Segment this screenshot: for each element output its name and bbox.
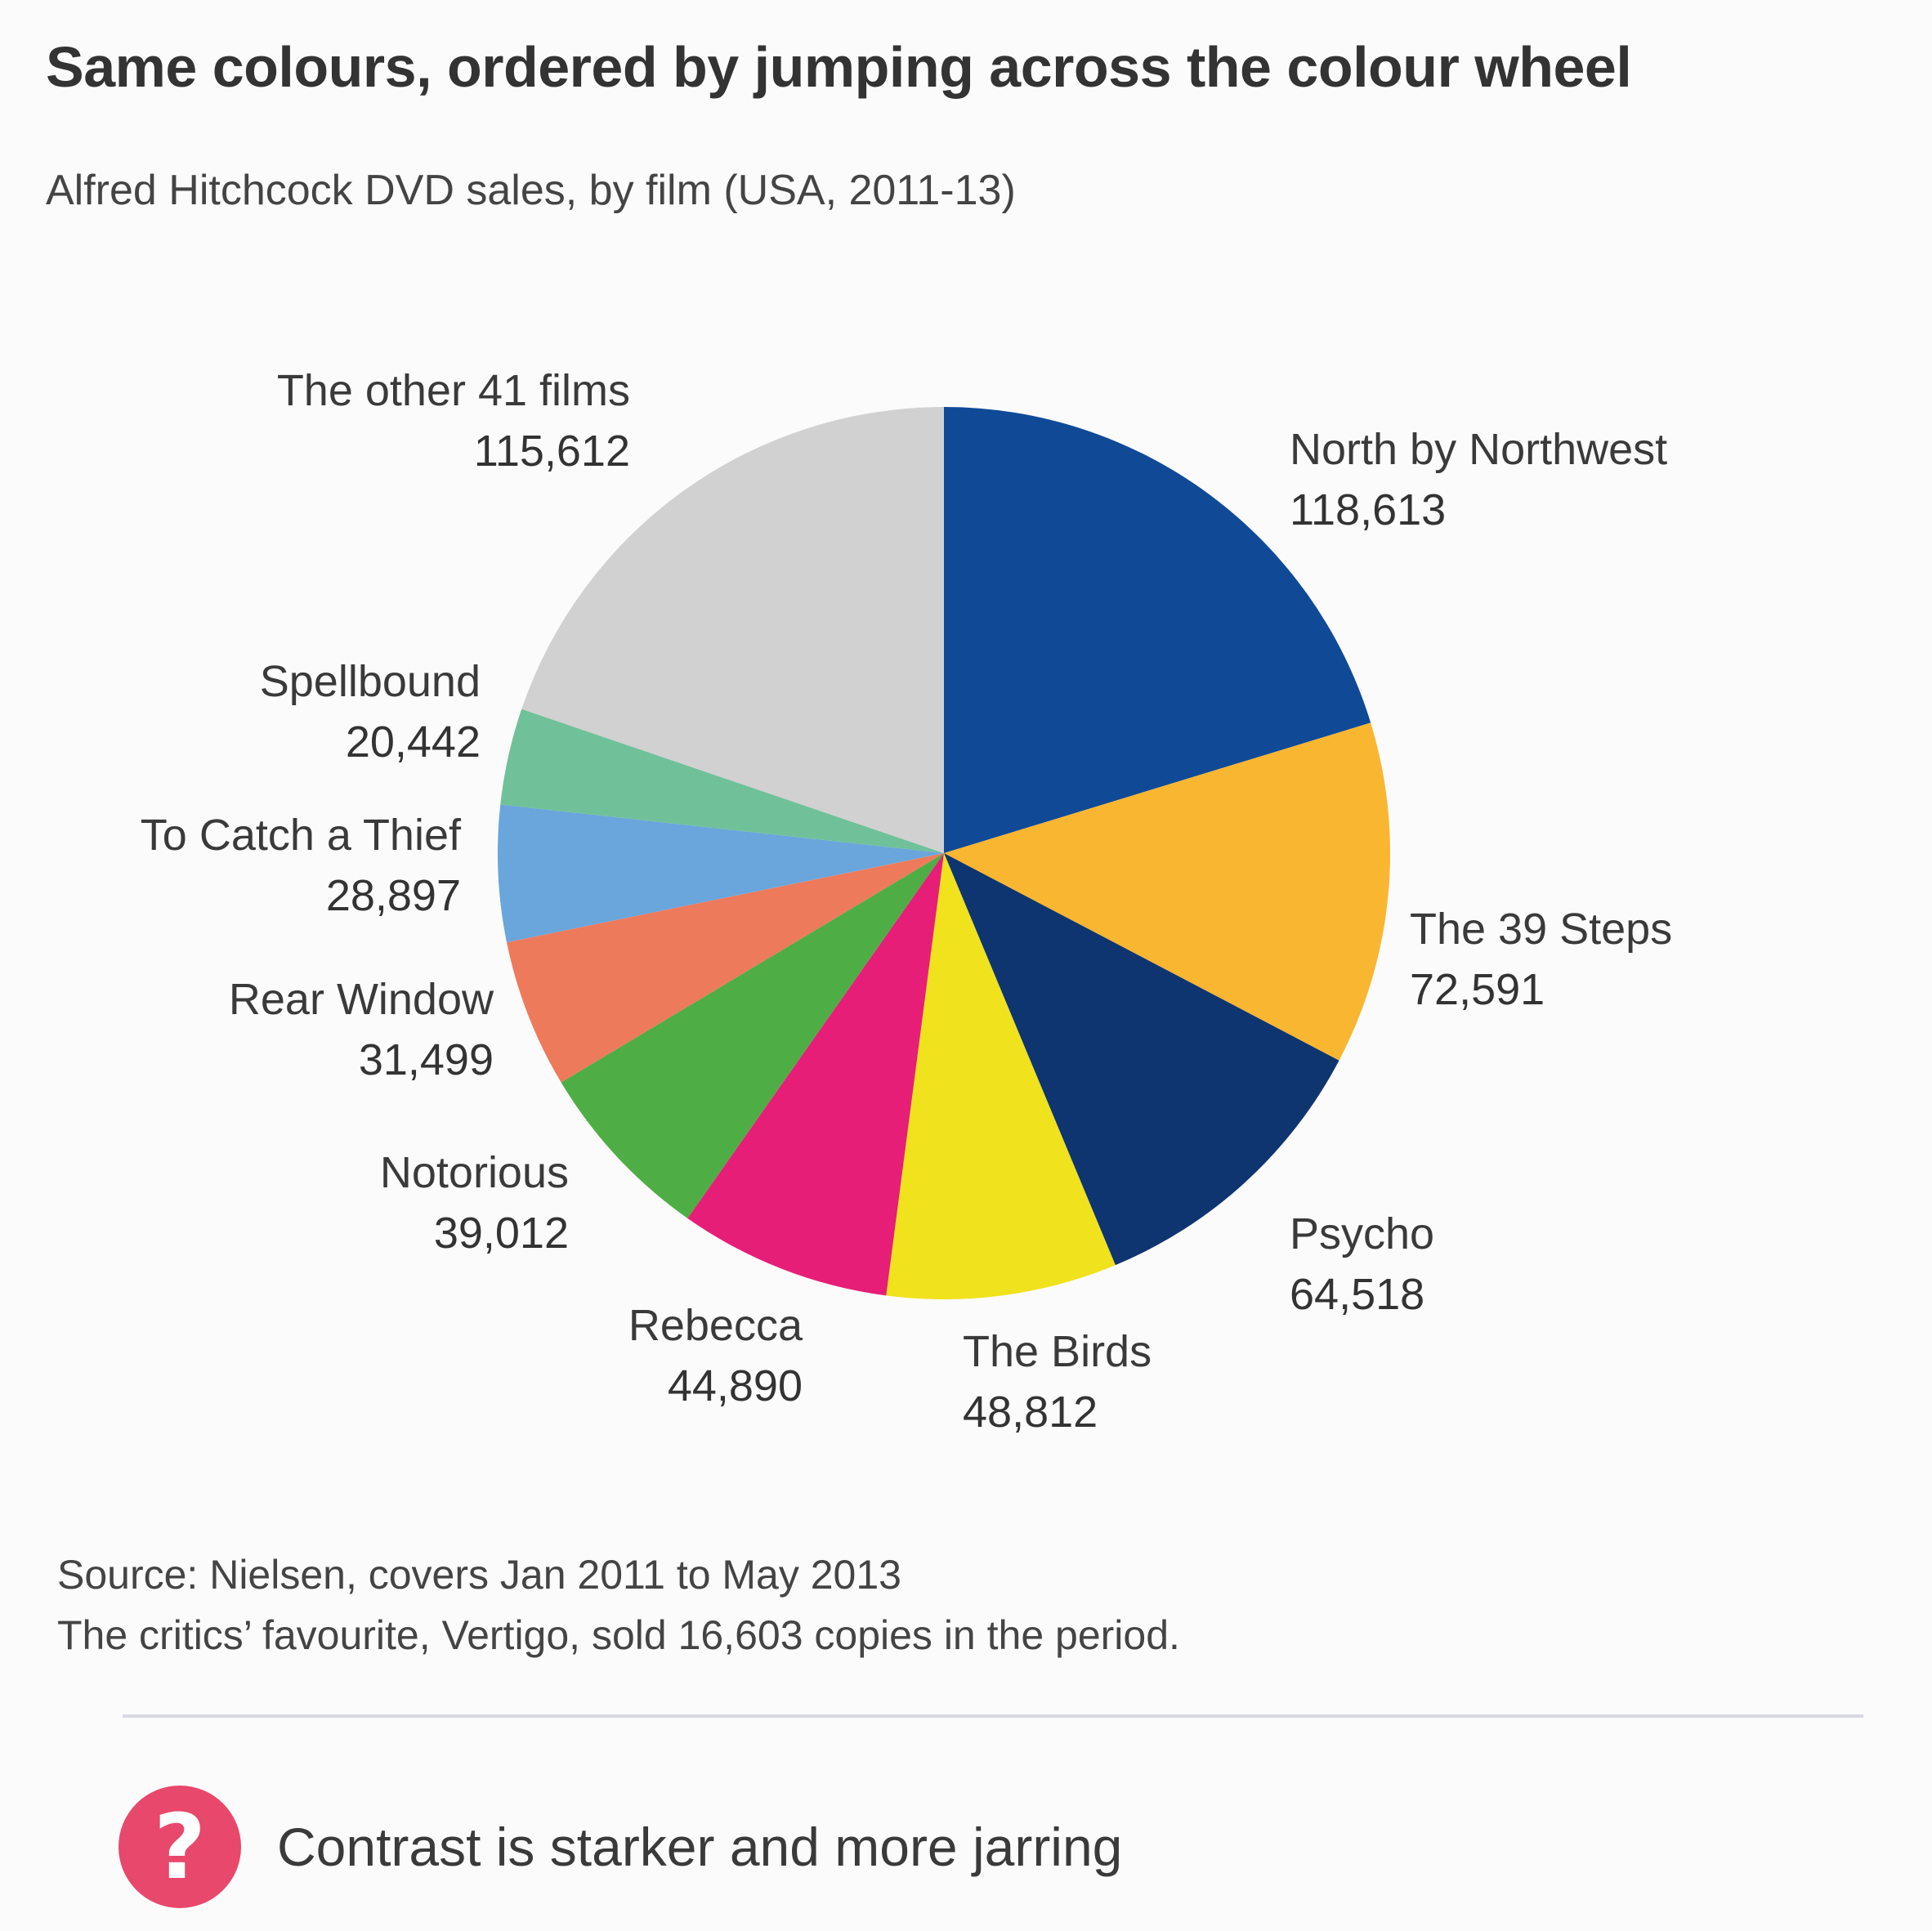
label-the-birds: The Birds 48,812 (963, 1321, 1152, 1442)
slice-value: 115,612 (473, 427, 630, 476)
label-rebecca: Rebecca 44,890 (628, 1295, 803, 1416)
label-the-39-steps: The 39 Steps 72,591 (1410, 899, 1672, 1020)
slice-value: 72,591 (1410, 965, 1545, 1014)
label-psycho: Psycho 64,518 (1290, 1204, 1434, 1325)
verdict: ? Contrast is starker and more jarring (119, 1781, 1122, 1912)
label-the-other-41-films: The other 41 films 115,612 (277, 360, 630, 481)
pie-slice-the-39-steps (944, 722, 1390, 1061)
pie-slice-the-birds (886, 853, 1116, 1300)
slice-name: The 39 Steps (1410, 905, 1673, 954)
label-rear-window: Rear Window 31,499 (229, 969, 494, 1090)
source-note: Source: Nielsen, covers Jan 2011 to May … (57, 1544, 1180, 1665)
label-notorious: Notorious 39,012 (380, 1142, 569, 1263)
slice-name: The other 41 films (276, 366, 630, 415)
pie-chart-area: North by Northwest 118,613 The 39 Steps … (141, 360, 1672, 1442)
slice-value: 28,897 (325, 871, 461, 920)
pie-slice-north-by-northwest (944, 407, 1371, 853)
question-mark-icon: ? (119, 1786, 241, 1908)
chart-subtitle: Alfred Hitchcock DVD sales, by film (USA… (46, 167, 1016, 214)
slice-name: North by Northwest (1290, 425, 1668, 474)
slice-value: 48,812 (963, 1388, 1098, 1437)
chart-title: Same colours, ordered by jumping across … (46, 35, 1632, 99)
label-to-catch-a-thief: To Catch a Thief 28,897 (141, 805, 461, 926)
label-spellbound: Spellbound 20,442 (260, 651, 481, 772)
slice-name: Spellbound (259, 657, 481, 706)
slice-name: The Birds (963, 1327, 1152, 1376)
slice-value: 20,442 (345, 717, 481, 767)
pie-slice-rear-window (507, 853, 944, 1083)
pie-slice-notorious (561, 853, 944, 1218)
slice-value: 31,499 (358, 1035, 494, 1084)
pie-slice-spellbound (500, 708, 944, 853)
label-north-by-northwest: North by Northwest 118,613 (1290, 419, 1667, 540)
verdict-text: Contrast is starker and more jarring (277, 1817, 1123, 1877)
slice-value: 118,613 (1290, 485, 1447, 534)
source-line: Source: Nielsen, covers Jan 2011 to May … (57, 1552, 901, 1598)
slice-name: Psycho (1290, 1209, 1435, 1258)
pie-slice-psycho (944, 853, 1339, 1266)
pie-slice-rebecca (687, 853, 944, 1296)
slice-name: Rebecca (628, 1301, 803, 1350)
slice-name: Rear Window (228, 975, 494, 1024)
pie-chart (497, 407, 1390, 1300)
slice-value: 39,012 (433, 1209, 569, 1258)
divider (123, 1714, 1863, 1718)
slice-value: 44,890 (667, 1361, 803, 1410)
slice-value: 64,518 (1290, 1270, 1425, 1319)
slice-name: Notorious (379, 1148, 569, 1197)
slice-name: To Catch a Thief (140, 811, 461, 860)
footnote-line: The critics’ favourite, Vertigo, sold 16… (57, 1612, 1180, 1658)
pie-slice-the-other-41-films (521, 407, 944, 853)
pie-slice-to-catch-a-thief (497, 804, 944, 943)
